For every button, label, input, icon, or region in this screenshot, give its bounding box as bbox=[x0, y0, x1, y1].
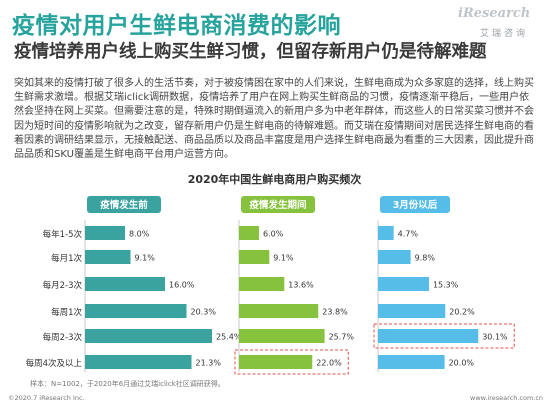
bar bbox=[85, 355, 192, 369]
category-label: 每周1次 bbox=[51, 307, 82, 318]
data-label: 16.0% bbox=[169, 281, 195, 290]
data-label: 20.0% bbox=[449, 359, 475, 368]
source-note: 样本：N=1002，于2020年6月通过艾瑞iclick社区调研获得。 bbox=[30, 380, 225, 388]
bar bbox=[378, 250, 411, 264]
bar bbox=[239, 329, 325, 343]
series-header-box bbox=[87, 196, 161, 213]
data-label: 15.3% bbox=[433, 281, 459, 290]
data-label: 9.1% bbox=[273, 254, 294, 263]
data-label: 4.7% bbox=[398, 230, 419, 239]
highlight-box bbox=[234, 349, 349, 375]
bar bbox=[378, 304, 446, 318]
data-label: 9.8% bbox=[415, 254, 436, 263]
data-label: 23.8% bbox=[322, 308, 348, 317]
bar bbox=[378, 329, 479, 343]
bar bbox=[239, 277, 285, 291]
data-label: 25.7% bbox=[329, 333, 355, 342]
data-label: 8.0% bbox=[129, 230, 150, 239]
bar bbox=[239, 250, 270, 264]
bar bbox=[239, 304, 319, 318]
category-label: 每月2-3次 bbox=[43, 280, 83, 291]
data-label: 20.3% bbox=[191, 308, 217, 317]
series-header-label: 疫情发生期间 bbox=[249, 199, 306, 211]
series-header-label: 3月份以后 bbox=[393, 199, 438, 211]
series-header-box bbox=[380, 196, 450, 213]
series-header-box bbox=[241, 196, 315, 213]
bar bbox=[378, 226, 394, 240]
logo-text-cn: 艾瑞咨询 bbox=[480, 29, 529, 39]
iresearch-logo: iResearch 艾瑞咨询 bbox=[458, 6, 542, 40]
data-label: 20.2% bbox=[449, 308, 475, 317]
bar bbox=[378, 277, 429, 291]
category-label: 每月1次 bbox=[51, 253, 82, 264]
bar bbox=[378, 355, 445, 369]
bar bbox=[85, 277, 165, 291]
chart-title: 2020年中国生鲜电商用户购买频次 bbox=[187, 173, 362, 186]
data-label: 6.0% bbox=[263, 230, 284, 239]
copyright: ©2020.7 iResearch Inc. bbox=[8, 394, 85, 402]
bar bbox=[85, 226, 125, 240]
data-label: 25.4% bbox=[216, 333, 242, 342]
page-title: 疫情对用户生鲜电商消费的影响 bbox=[12, 13, 341, 39]
bar bbox=[85, 304, 187, 318]
bar bbox=[85, 329, 212, 343]
series-header-label: 疫情发生前 bbox=[100, 199, 148, 211]
bar bbox=[239, 355, 313, 369]
data-label: 30.1% bbox=[482, 333, 508, 342]
website: www.iresearch.com.cn bbox=[470, 394, 544, 402]
category-label: 每周2-3次 bbox=[43, 332, 83, 343]
data-label: 22.0% bbox=[316, 359, 342, 368]
data-label: 21.3% bbox=[196, 359, 222, 368]
category-label: 每周4次及以上 bbox=[26, 358, 83, 369]
category-label: 每年1-5次 bbox=[43, 229, 83, 240]
body-paragraph: 突如其来的疫情打破了很多人的生活节奏，对于被疫情困在家中的人们来说，生鲜电商成为… bbox=[14, 78, 534, 161]
logo-text-en: iResearch bbox=[458, 6, 531, 21]
data-label: 9.1% bbox=[135, 254, 156, 263]
bar bbox=[85, 250, 131, 264]
bar bbox=[239, 226, 259, 240]
highlight-box bbox=[373, 323, 515, 349]
data-label: 13.6% bbox=[288, 281, 314, 290]
page-subtitle: 疫情培养用户线上购买生鲜习惯，但留存新用户仍是待解难题 bbox=[14, 42, 487, 62]
